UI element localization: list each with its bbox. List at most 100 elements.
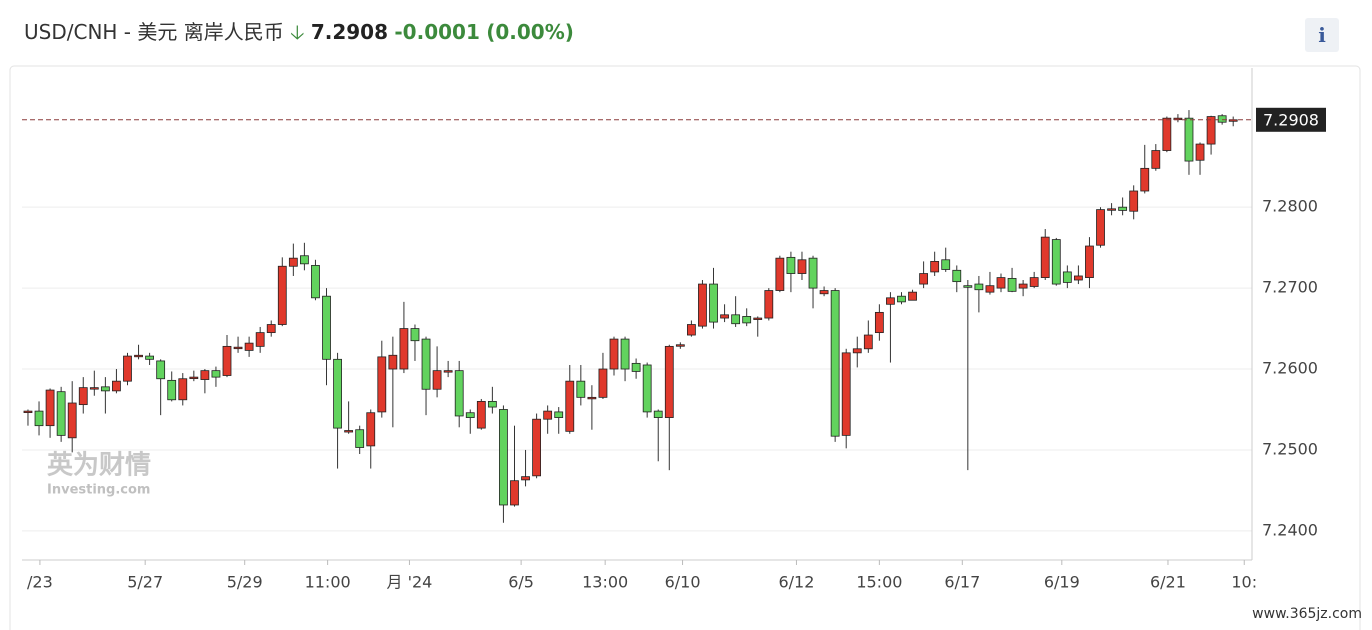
y-tick-label: 7.2400 (1262, 520, 1318, 539)
candle-body (322, 295, 331, 360)
x-tick-label: 11:00 (305, 573, 351, 592)
candle-body (1151, 150, 1161, 169)
candle-body (576, 380, 586, 398)
info-button[interactable]: i (1305, 18, 1339, 52)
candle-body (675, 344, 685, 347)
candle-body (764, 290, 774, 319)
candle-body (797, 259, 807, 274)
candle-body (377, 356, 387, 413)
watermark-en: Investing.com (47, 483, 150, 498)
x-tick-label: 6/10 (665, 573, 701, 592)
candle-body (587, 396, 597, 400)
candle-body (233, 346, 243, 350)
last-price-label: 7.2908 (1263, 110, 1319, 129)
candle-body (1062, 271, 1072, 283)
candle-body (255, 332, 265, 347)
x-tick-label: 5/27 (127, 573, 163, 592)
candle-body (1074, 275, 1083, 281)
candle-body (554, 411, 564, 418)
change-pct: (0.00%) (486, 20, 574, 44)
candle-body (23, 410, 33, 414)
candle-body (642, 364, 652, 413)
x-tick-label: 6/5 (508, 573, 534, 592)
candle-body (1085, 245, 1094, 278)
y-tick-label: 7.2600 (1262, 359, 1318, 378)
candle-body (1040, 236, 1050, 278)
candle-body (1051, 239, 1061, 285)
candle-body (288, 257, 298, 267)
candle-body (476, 400, 486, 429)
candle-body (1029, 277, 1039, 287)
candle-body (631, 362, 641, 372)
last-price-box (1256, 107, 1326, 132)
y-tick-label: 7.2800 (1262, 197, 1318, 216)
candle-body (510, 480, 519, 506)
candle-body (664, 345, 674, 418)
candle-body (620, 338, 630, 370)
candle-body (266, 324, 276, 334)
candle-body (432, 370, 442, 390)
candle-body (465, 412, 475, 418)
candle-body (830, 290, 840, 437)
candle-body (919, 273, 929, 285)
candle-body (454, 370, 464, 417)
candle-body (808, 257, 818, 289)
x-tick-label: 10: (1231, 573, 1257, 592)
candle-body (897, 295, 906, 303)
candle-body (421, 338, 431, 390)
y-tick-label: 7.2700 (1262, 278, 1318, 297)
x-tick-label: 6/17 (944, 573, 980, 592)
candle-body (753, 317, 763, 320)
candle-body (1118, 206, 1128, 211)
candle-body (841, 352, 851, 436)
y-tick-label: 7.2500 (1262, 439, 1318, 458)
site-watermark: www.365jz.com (1252, 606, 1362, 622)
candle-body (178, 378, 188, 401)
candle-body (45, 389, 55, 427)
candle-body (1096, 209, 1105, 246)
candle-body (89, 387, 99, 390)
candle-body (653, 410, 663, 418)
x-tick-label: /23 (27, 573, 53, 592)
candle-body (300, 255, 309, 265)
chart-frame (9, 65, 1361, 630)
candle-body (112, 380, 121, 392)
candle-body (189, 376, 199, 380)
candle-body (211, 370, 221, 378)
candle-body (1140, 167, 1150, 192)
candle-body (200, 370, 210, 380)
candle-body (156, 360, 166, 380)
candle-body (355, 429, 365, 448)
candle-body (930, 261, 940, 273)
candle-body (222, 345, 232, 376)
candle-body (941, 259, 951, 270)
candle-body (410, 328, 420, 342)
candle-body (134, 354, 143, 358)
candle-body (399, 328, 409, 370)
candle-body (244, 342, 254, 351)
candle-body (852, 348, 862, 354)
candle-body (521, 476, 530, 481)
candle-body (311, 265, 320, 299)
candle-body (167, 379, 177, 401)
candle-body (996, 277, 1006, 289)
candle-body (34, 410, 44, 427)
candle-body (333, 358, 342, 429)
candle-body (1162, 117, 1172, 151)
candle-body (145, 355, 154, 360)
x-tick-label: 13:00 (582, 573, 628, 592)
candle-body (1206, 116, 1216, 145)
candle-body (543, 410, 553, 420)
candle-body (687, 324, 696, 336)
candle-body (67, 402, 77, 439)
x-tick-label: 5/29 (227, 573, 263, 592)
down-arrow: 🡣 (290, 20, 305, 44)
candle-body (698, 283, 707, 327)
candle-body (874, 311, 884, 334)
candle-body (720, 314, 729, 319)
candle-body (742, 316, 752, 324)
candle-body (1195, 143, 1205, 161)
title: USD/CNH - 美元 离岸人民币 (24, 20, 284, 44)
change: -0.0001 (394, 20, 480, 44)
candle-body (886, 297, 895, 305)
